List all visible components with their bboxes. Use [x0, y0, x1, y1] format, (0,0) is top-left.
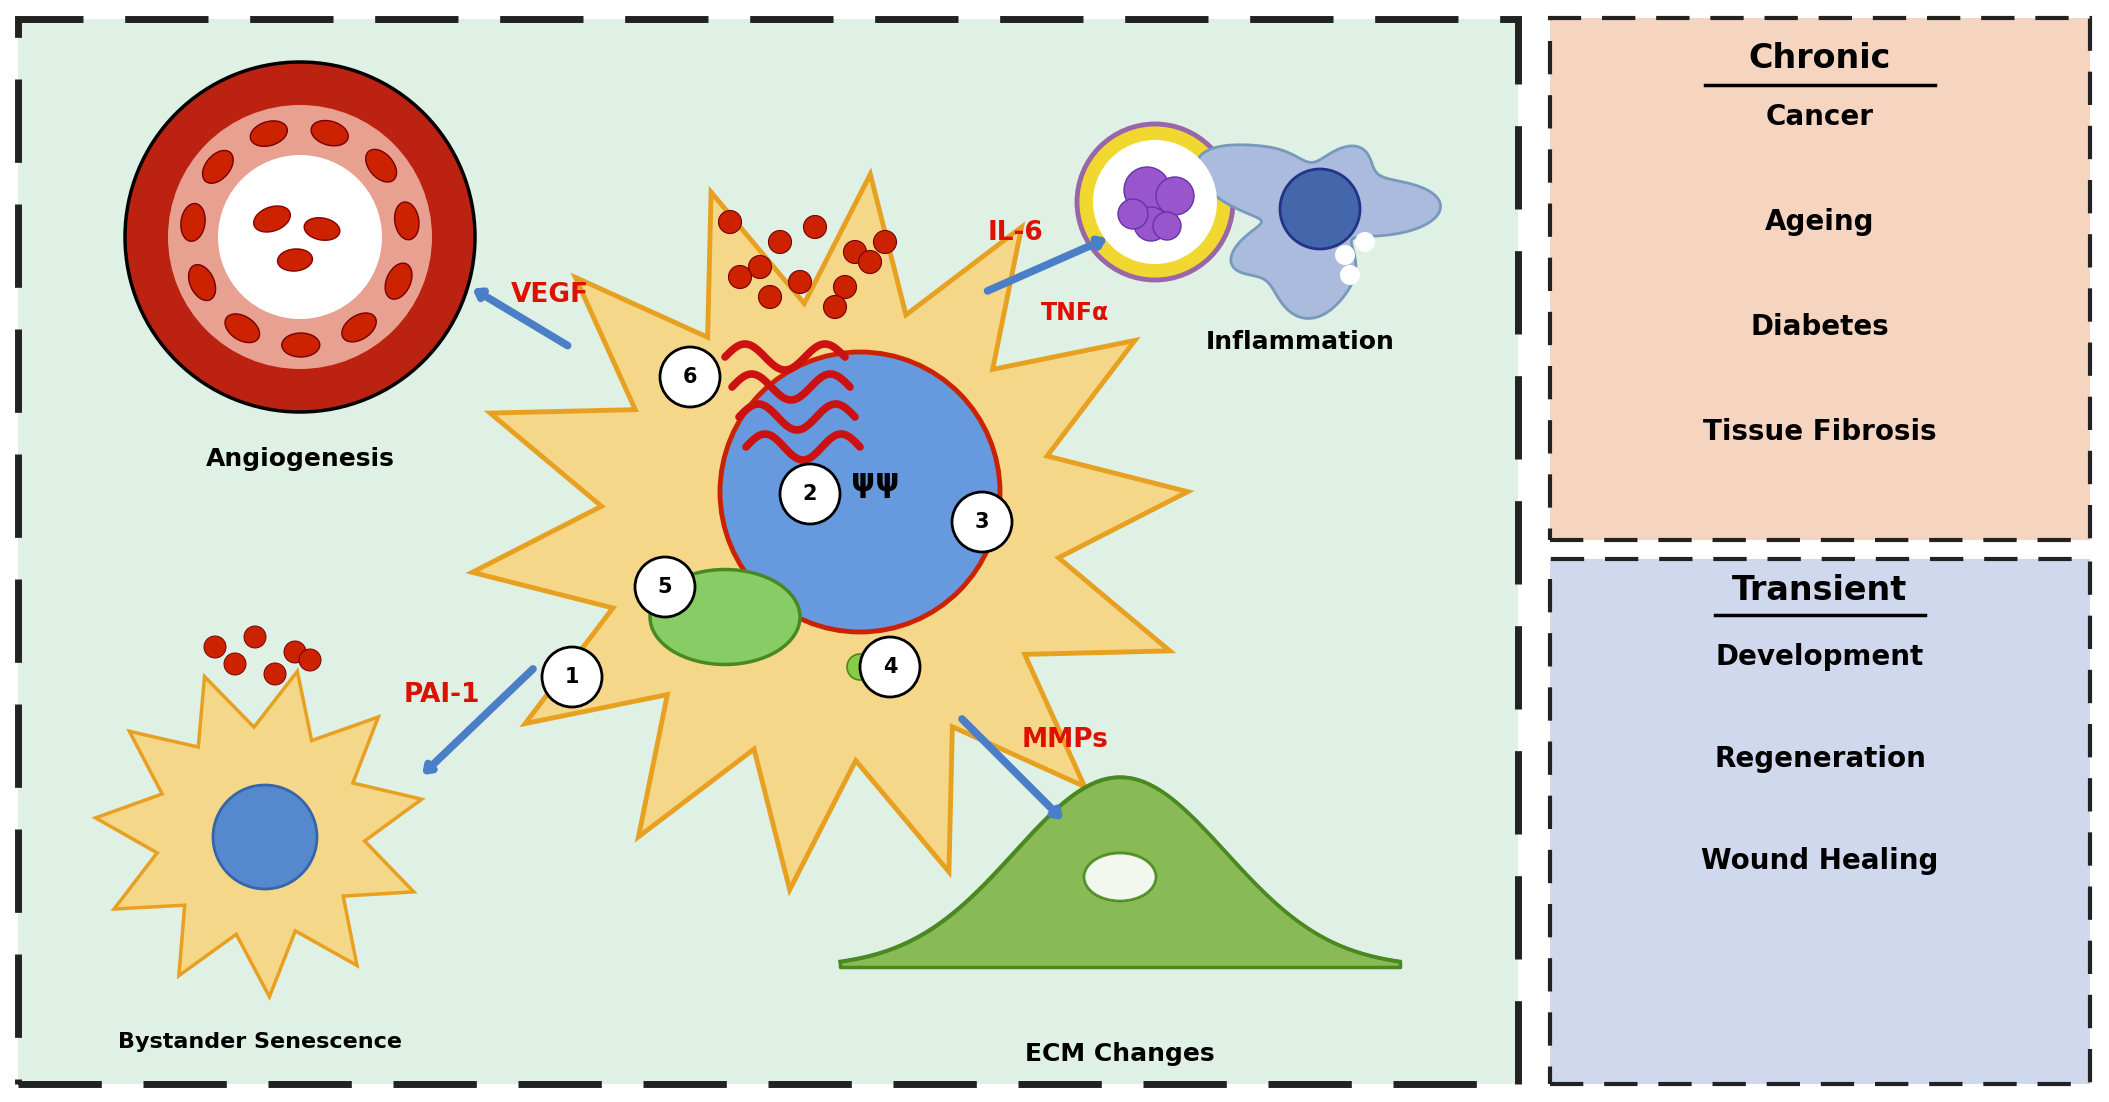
- Circle shape: [759, 285, 782, 309]
- Circle shape: [1124, 168, 1170, 213]
- Circle shape: [169, 105, 432, 369]
- Text: Angiogenesis: Angiogenesis: [205, 447, 394, 471]
- Ellipse shape: [188, 264, 215, 301]
- Text: VEGF: VEGF: [510, 282, 588, 307]
- Text: 5: 5: [658, 577, 673, 597]
- Text: Chronic: Chronic: [1748, 42, 1892, 75]
- Text: 3: 3: [974, 512, 989, 532]
- Circle shape: [205, 636, 226, 658]
- Ellipse shape: [394, 202, 420, 240]
- Circle shape: [823, 295, 846, 318]
- Circle shape: [1156, 177, 1194, 215]
- Circle shape: [124, 62, 475, 412]
- Ellipse shape: [342, 313, 375, 342]
- Ellipse shape: [181, 204, 205, 241]
- Ellipse shape: [202, 151, 234, 183]
- Text: Development: Development: [1717, 642, 1923, 671]
- Circle shape: [1135, 207, 1168, 241]
- Ellipse shape: [253, 206, 291, 233]
- Text: Inflammation: Inflammation: [1206, 329, 1394, 354]
- Circle shape: [1154, 212, 1181, 240]
- Text: 1: 1: [565, 667, 580, 687]
- FancyBboxPatch shape: [19, 19, 1518, 1084]
- Circle shape: [719, 210, 742, 234]
- Text: Transient: Transient: [1731, 574, 1909, 607]
- Circle shape: [780, 464, 839, 523]
- Circle shape: [873, 230, 896, 253]
- Text: 4: 4: [884, 657, 896, 677]
- Circle shape: [789, 270, 812, 293]
- Text: 6: 6: [683, 367, 698, 387]
- Text: ψψ: ψψ: [850, 469, 898, 498]
- Ellipse shape: [278, 249, 312, 271]
- Circle shape: [542, 647, 601, 707]
- Text: Cancer: Cancer: [1765, 102, 1875, 131]
- Circle shape: [804, 216, 827, 238]
- Ellipse shape: [386, 263, 411, 299]
- Circle shape: [951, 491, 1012, 552]
- Circle shape: [1354, 233, 1375, 252]
- Circle shape: [833, 276, 856, 299]
- Circle shape: [660, 347, 719, 407]
- Circle shape: [1335, 245, 1354, 264]
- Ellipse shape: [365, 150, 396, 182]
- Ellipse shape: [251, 121, 287, 147]
- Ellipse shape: [312, 120, 348, 145]
- Text: Wound Healing: Wound Healing: [1702, 847, 1938, 875]
- Circle shape: [264, 663, 287, 685]
- Circle shape: [749, 256, 772, 279]
- Circle shape: [299, 649, 321, 671]
- Circle shape: [217, 155, 382, 318]
- Text: Regeneration: Regeneration: [1715, 745, 1926, 773]
- Circle shape: [1092, 140, 1217, 264]
- Circle shape: [1078, 125, 1234, 280]
- Circle shape: [768, 230, 791, 253]
- FancyBboxPatch shape: [1550, 18, 2090, 540]
- Circle shape: [285, 641, 306, 663]
- Circle shape: [1118, 199, 1147, 229]
- Ellipse shape: [304, 218, 340, 240]
- Circle shape: [224, 653, 247, 676]
- Circle shape: [245, 626, 266, 648]
- Text: PAI-1: PAI-1: [403, 682, 481, 707]
- Text: Diabetes: Diabetes: [1750, 313, 1890, 341]
- FancyBboxPatch shape: [1550, 559, 2090, 1084]
- Text: ECM Changes: ECM Changes: [1025, 1042, 1215, 1066]
- Circle shape: [1280, 169, 1360, 249]
- Circle shape: [858, 250, 882, 273]
- Polygon shape: [472, 174, 1187, 889]
- Text: IL-6: IL-6: [987, 220, 1042, 246]
- Polygon shape: [1196, 144, 1440, 318]
- Circle shape: [213, 785, 316, 889]
- Ellipse shape: [650, 570, 799, 665]
- Polygon shape: [95, 671, 422, 996]
- Ellipse shape: [283, 333, 321, 357]
- Text: Bystander Senescence: Bystander Senescence: [118, 1031, 403, 1052]
- Ellipse shape: [226, 314, 259, 343]
- Circle shape: [860, 637, 920, 696]
- Circle shape: [875, 658, 913, 696]
- Circle shape: [635, 557, 696, 617]
- Circle shape: [728, 266, 751, 289]
- Ellipse shape: [1084, 853, 1156, 901]
- Text: Tissue Fibrosis: Tissue Fibrosis: [1704, 418, 1936, 446]
- Text: MMPs: MMPs: [1021, 727, 1109, 753]
- Circle shape: [719, 352, 1000, 633]
- Circle shape: [848, 653, 873, 680]
- Text: TNFα: TNFα: [1042, 301, 1109, 325]
- Circle shape: [844, 240, 867, 263]
- Text: 2: 2: [804, 484, 818, 504]
- Text: Ageing: Ageing: [1765, 208, 1875, 236]
- Circle shape: [1339, 264, 1360, 285]
